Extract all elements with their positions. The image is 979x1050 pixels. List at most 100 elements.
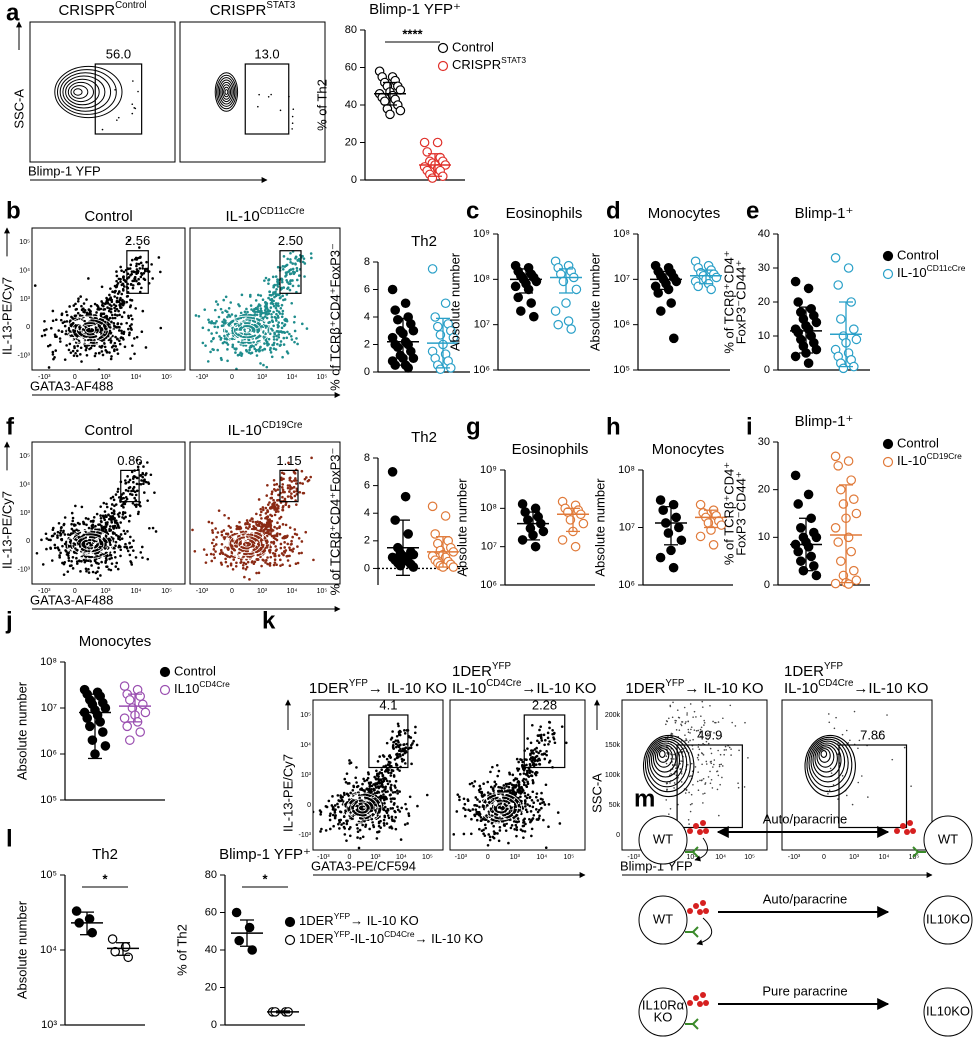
y-tick-label: 10⁸ [618,464,635,476]
event [120,329,123,333]
contour [233,535,261,554]
event [699,779,701,782]
plot-title: 1DERYFP [452,661,511,680]
event [104,539,108,543]
event [130,493,134,496]
data-point [833,537,843,547]
event [397,730,401,734]
y-tick-label: 40 [345,99,357,111]
superscript: CD4Cre [486,678,521,689]
event [260,517,263,520]
event [224,309,227,313]
event [359,816,363,820]
contour [224,529,270,559]
data-point [711,272,722,283]
gate-value: 2.56 [125,233,150,248]
y-axis-label: % of TCRβ⁺CD4⁺FoxP3⁻ [327,448,342,596]
event [282,477,285,481]
event [284,317,287,321]
x-tick-label: -10³ [627,854,640,861]
event [356,827,359,830]
event [270,312,273,316]
contour [814,744,838,773]
event [121,282,125,286]
event [286,559,290,562]
event [291,122,294,125]
event [416,804,419,808]
event [270,496,274,500]
event [226,564,230,568]
event [56,536,59,539]
event [237,527,241,531]
event [114,335,117,339]
event [252,562,256,566]
event [79,346,83,350]
event [522,821,525,824]
event [500,817,504,821]
event [462,797,466,801]
event [394,816,398,819]
event [127,480,130,484]
event [841,775,844,777]
event [264,324,267,328]
data-point [100,703,111,713]
event [153,491,156,494]
event [129,263,133,267]
event [540,739,544,742]
event [278,532,282,536]
event [276,342,279,346]
event [297,257,301,261]
event [122,276,125,280]
event [128,541,131,545]
event [250,308,253,311]
event [58,556,62,559]
event [718,763,721,766]
event [237,303,240,306]
event [123,345,127,349]
event [45,537,49,540]
event [288,546,291,549]
event [114,503,118,506]
event [381,780,385,784]
event [318,809,322,812]
event [74,504,77,508]
event [282,286,286,289]
y-tick-label: 10⁴ [40,944,57,956]
event [705,763,708,765]
data-point [387,467,398,477]
event [271,302,275,306]
event [345,822,349,826]
data-point [811,570,822,581]
event [130,489,133,493]
panel-letter: l [6,825,13,852]
data-point [138,699,148,710]
event [251,543,255,547]
event [117,535,120,538]
event [332,806,335,810]
event [103,547,107,550]
event [669,782,671,784]
event [213,325,217,329]
flow-plot [194,250,313,370]
event [296,342,299,346]
event [116,314,119,317]
data-point [385,109,395,120]
event [40,538,43,542]
event [515,834,518,838]
event [379,797,383,800]
event [109,543,112,547]
event [270,327,273,331]
event [344,802,347,806]
event [282,343,286,346]
event [252,340,255,344]
y-tick-label: 40 [205,944,217,956]
event [390,783,393,787]
x-tick-label: 10⁴ [287,588,298,595]
event [535,754,539,758]
event [720,763,723,766]
event [280,486,284,489]
y-tick-label: 10⁸ [480,502,497,514]
event [379,826,383,830]
data-point [811,344,822,355]
data-point [517,499,528,509]
